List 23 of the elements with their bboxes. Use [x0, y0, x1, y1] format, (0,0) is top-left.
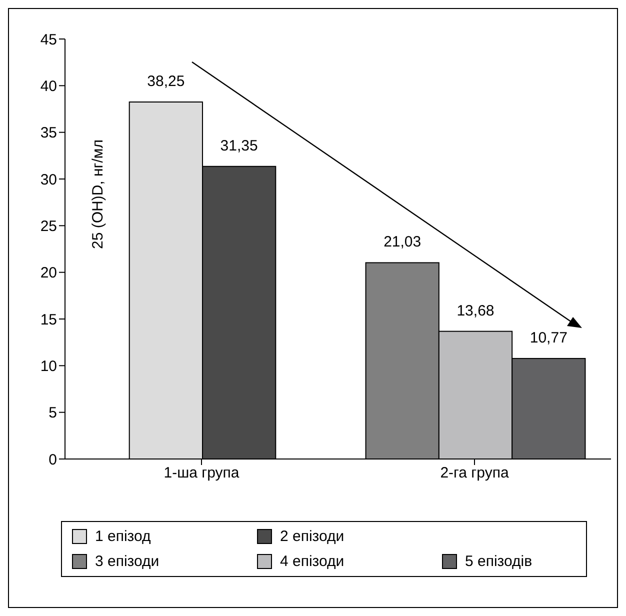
- y-tick-label: 45: [40, 31, 57, 48]
- data-label: 38,25: [147, 73, 185, 90]
- legend-label: 1 епізод: [94, 528, 152, 545]
- y-axis-title: 25 (OH)D, нг/мл: [89, 140, 106, 249]
- data-label: 13,68: [456, 302, 494, 320]
- y-tick-label: 5: [48, 404, 57, 422]
- y-tick-label: 25: [40, 218, 57, 235]
- data-label: 21,03: [384, 234, 422, 251]
- y-tick-label: 20: [40, 264, 57, 282]
- y-tick-label: 40: [40, 78, 57, 95]
- legend-label: 2 епізоди: [279, 528, 346, 545]
- legend-label: 5 епізодів: [464, 553, 534, 570]
- x-tick-label: 2-га група: [440, 464, 510, 482]
- y-tick-label: 35: [40, 124, 57, 142]
- y-tick-label: 0: [48, 451, 57, 468]
- x-tick-label: 1-ша група: [164, 464, 240, 482]
- data-label: 31,35: [220, 137, 258, 154]
- y-tick-label: 10: [40, 358, 57, 375]
- legend-label: 3 епізоди: [94, 553, 160, 570]
- data-label: 10,77: [530, 329, 568, 346]
- y-tick-label: 15: [40, 311, 57, 328]
- y-tick-label: 30: [40, 171, 57, 188]
- legend-label: 4 епізоди: [279, 553, 346, 570]
